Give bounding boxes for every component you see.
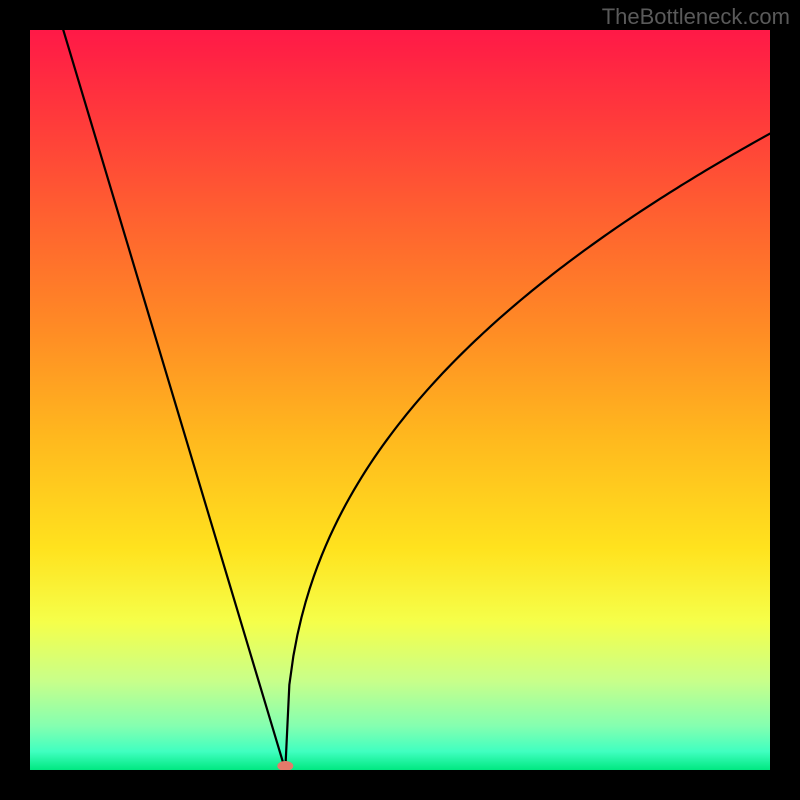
chart-background <box>30 30 770 770</box>
bottleneck-chart <box>30 30 770 770</box>
chart-svg <box>30 30 770 770</box>
watermark-text: TheBottleneck.com <box>602 4 790 30</box>
